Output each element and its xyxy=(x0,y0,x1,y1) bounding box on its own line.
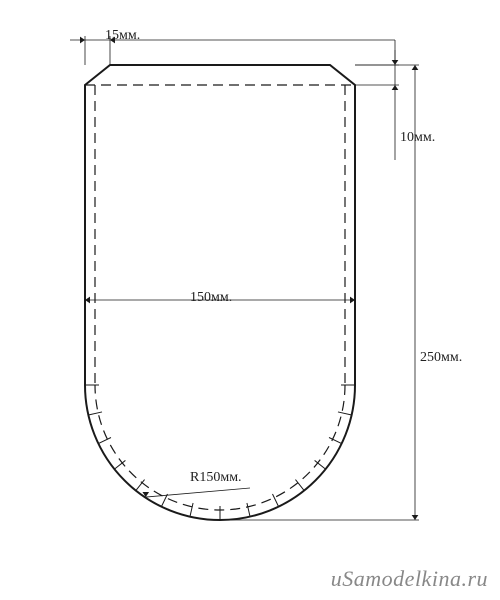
dim-10mm: 10мм. xyxy=(400,130,435,146)
drawing-canvas xyxy=(0,0,500,600)
watermark: uSamodelkina.ru xyxy=(331,566,488,592)
dim-r150mm: R150мм. xyxy=(190,470,242,486)
dim-250mm: 250мм. xyxy=(420,350,462,366)
dim-15mm: 15мм. xyxy=(105,28,140,44)
dim-150mm: 150мм. xyxy=(190,290,232,306)
